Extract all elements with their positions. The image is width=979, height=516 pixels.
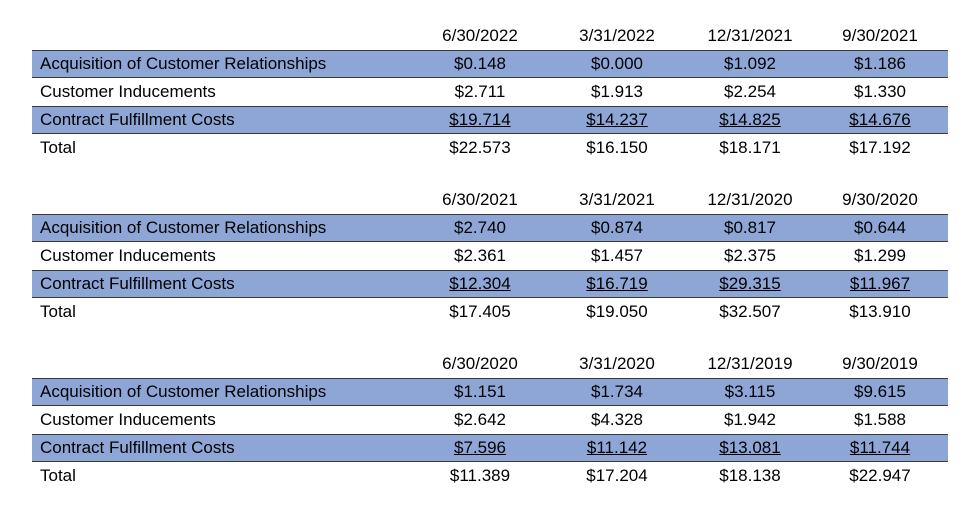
cell-value: $1.151 [454,382,506,401]
row-label: Total [40,302,76,321]
cell-value: $17.405 [449,302,511,321]
cell-value: $16.719 [586,274,648,293]
cell-value: $0.817 [724,218,776,237]
cell-value: $1.734 [591,382,643,401]
cell-value: $32.507 [719,302,781,321]
cell-value: $0.644 [854,218,906,237]
cell-value: $12.304 [449,274,511,293]
cell-value: $22.947 [849,466,911,485]
cell-value: $2.711 [454,82,506,101]
row-label: Acquisition of Customer Relationships [40,382,327,401]
row-label: Customer Inducements [40,246,216,265]
table-row: Total $17.405 $19.050 $32.507 $13.910 [32,298,948,326]
column-header: 3/31/2022 [579,26,655,45]
cell-value: $17.192 [849,138,911,157]
column-header: 3/31/2020 [579,354,655,373]
row-label: Total [40,138,76,157]
cell-value: $22.573 [449,138,511,157]
column-header: 6/30/2022 [442,26,518,45]
cell-value: $16.150 [586,138,648,157]
cell-value: $3.115 [724,382,776,401]
cell-value: $2.642 [454,410,506,429]
cell-value: $1.299 [854,246,906,265]
table-row: Contract Fulfillment Costs $7.596 $11.142 $… [32,434,948,462]
cell-value: $1.092 [724,54,776,73]
table-row: Acquisition of Customer Relationships $0.… [32,50,948,78]
column-header: 6/30/2020 [442,354,518,373]
row-label: Contract Fulfillment Costs [40,110,235,129]
table: 6/30/2021 3/31/2021 12/31/2020 9/30/2020 Acq… [32,186,948,326]
cell-value: $14.825 [719,110,781,129]
cell-value: $1.186 [854,54,906,73]
column-header: 3/31/2021 [579,190,655,209]
cell-value: $29.315 [719,274,781,293]
cell-value: $18.171 [719,138,781,157]
table-row: Customer Inducements $2.642 $4.328 $1.942 $1… [32,406,948,434]
cell-value: $2.375 [724,246,776,265]
cell-value: $1.330 [854,82,906,101]
cell-value: $18.138 [719,466,781,485]
cell-value: $14.676 [849,110,911,129]
row-label: Total [40,466,76,485]
column-header: 6/30/2021 [442,190,518,209]
cell-value: $4.328 [591,410,643,429]
cell-value: $11.389 [449,466,511,485]
table-row: Total $11.389 $17.204 $18.138 $22.947 [32,462,948,490]
row-label: Acquisition of Customer Relationships [40,54,327,73]
cell-value: $9.615 [854,382,906,401]
cell-value: $0.148 [454,54,506,73]
header-row: 6/30/2021 3/31/2021 12/31/2020 9/30/2020 [32,186,948,214]
cell-value: $7.596 [454,438,506,457]
table-row: Total $22.573 $16.150 $18.171 $17.192 [32,134,948,162]
table-row: Contract Fulfillment Costs $19.714 $14.237… [32,106,948,134]
cell-value: $2.254 [724,82,776,101]
cell-value: $17.204 [586,466,648,485]
cell-value: $2.361 [454,246,506,265]
table-row: Acquisition of Customer Relationships $2.… [32,214,948,242]
table-row: Customer Inducements $2.711 $1.913 $2.254 $1… [32,78,948,106]
column-header: 12/31/2021 [707,26,793,45]
row-label: Customer Inducements [40,410,216,429]
column-header: 9/30/2020 [842,190,918,209]
cell-value: $19.050 [586,302,648,321]
header-row: 6/30/2022 3/31/2022 12/31/2021 9/30/2021 [32,22,948,50]
table-row: Contract Fulfillment Costs $12.304 $16.719… [32,270,948,298]
cell-value: $13.910 [849,302,911,321]
cell-value: $1.913 [591,82,643,101]
cell-value: $1.942 [724,410,776,429]
cell-value: $0.874 [591,218,643,237]
cell-value: $1.457 [591,246,643,265]
column-header: 12/31/2019 [707,354,793,373]
row-label: Contract Fulfillment Costs [40,274,235,293]
cell-value: $0.000 [591,54,643,73]
cell-value: $11.744 [849,438,911,457]
row-label: Customer Inducements [40,82,216,101]
cell-value: $13.081 [719,438,781,457]
table: 6/30/2020 3/31/2020 12/31/2019 9/30/2019 Acq… [32,350,948,490]
cell-value: $11.142 [586,438,648,457]
cell-value: $19.714 [449,110,511,129]
table-row: Customer Inducements $2.361 $1.457 $2.375 $1… [32,242,948,270]
column-header: 9/30/2019 [842,354,918,373]
column-header: 9/30/2021 [842,26,918,45]
row-label: Contract Fulfillment Costs [40,438,235,457]
column-header: 12/31/2020 [707,190,793,209]
cell-value: $11.967 [849,274,911,293]
cell-value: $2.740 [454,218,506,237]
header-row: 6/30/2020 3/31/2020 12/31/2019 9/30/2019 [32,350,948,378]
row-label: Acquisition of Customer Relationships [40,218,327,237]
table: 6/30/2022 3/31/2022 12/31/2021 9/30/2021 Acq… [32,22,948,162]
cell-value: $1.588 [854,410,906,429]
cell-value: $14.237 [586,110,648,129]
table-row: Acquisition of Customer Relationships $1.… [32,378,948,406]
